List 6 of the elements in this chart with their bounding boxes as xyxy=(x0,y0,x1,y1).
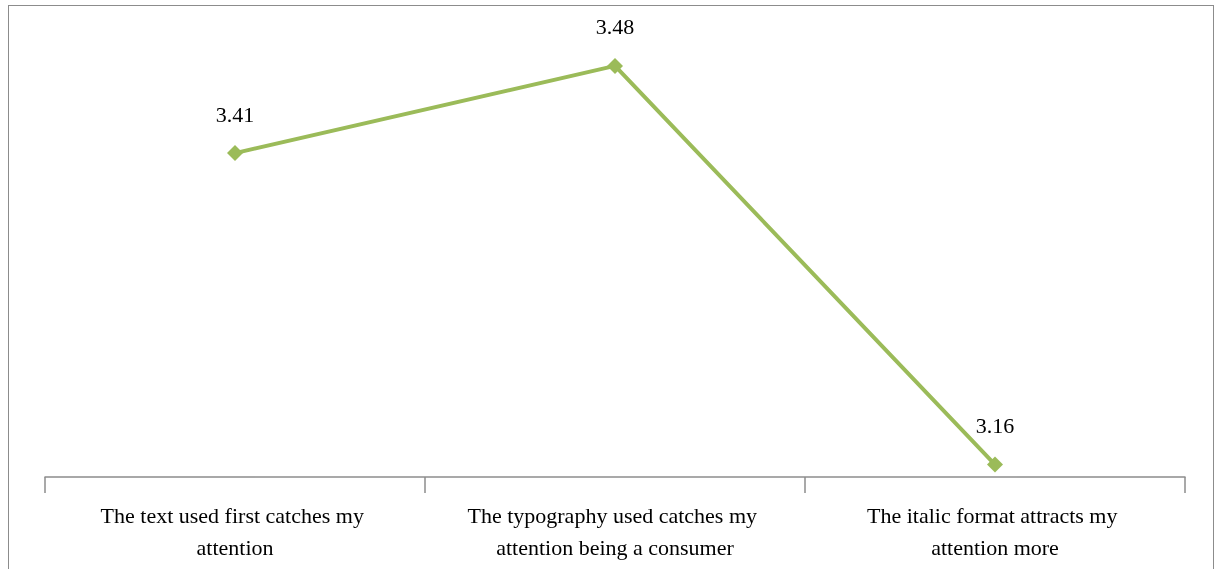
x-tick-label: The italic format attracts my attention more xyxy=(867,502,1123,560)
data-label: 3.41 xyxy=(215,101,255,127)
data-label: 3.16 xyxy=(975,413,1015,439)
x-tick-label: The typography used catches my attention being a consumer xyxy=(467,502,763,560)
data-label: 3.48 xyxy=(595,14,635,40)
x-tick-label: The text used first catches my attention xyxy=(100,502,370,560)
